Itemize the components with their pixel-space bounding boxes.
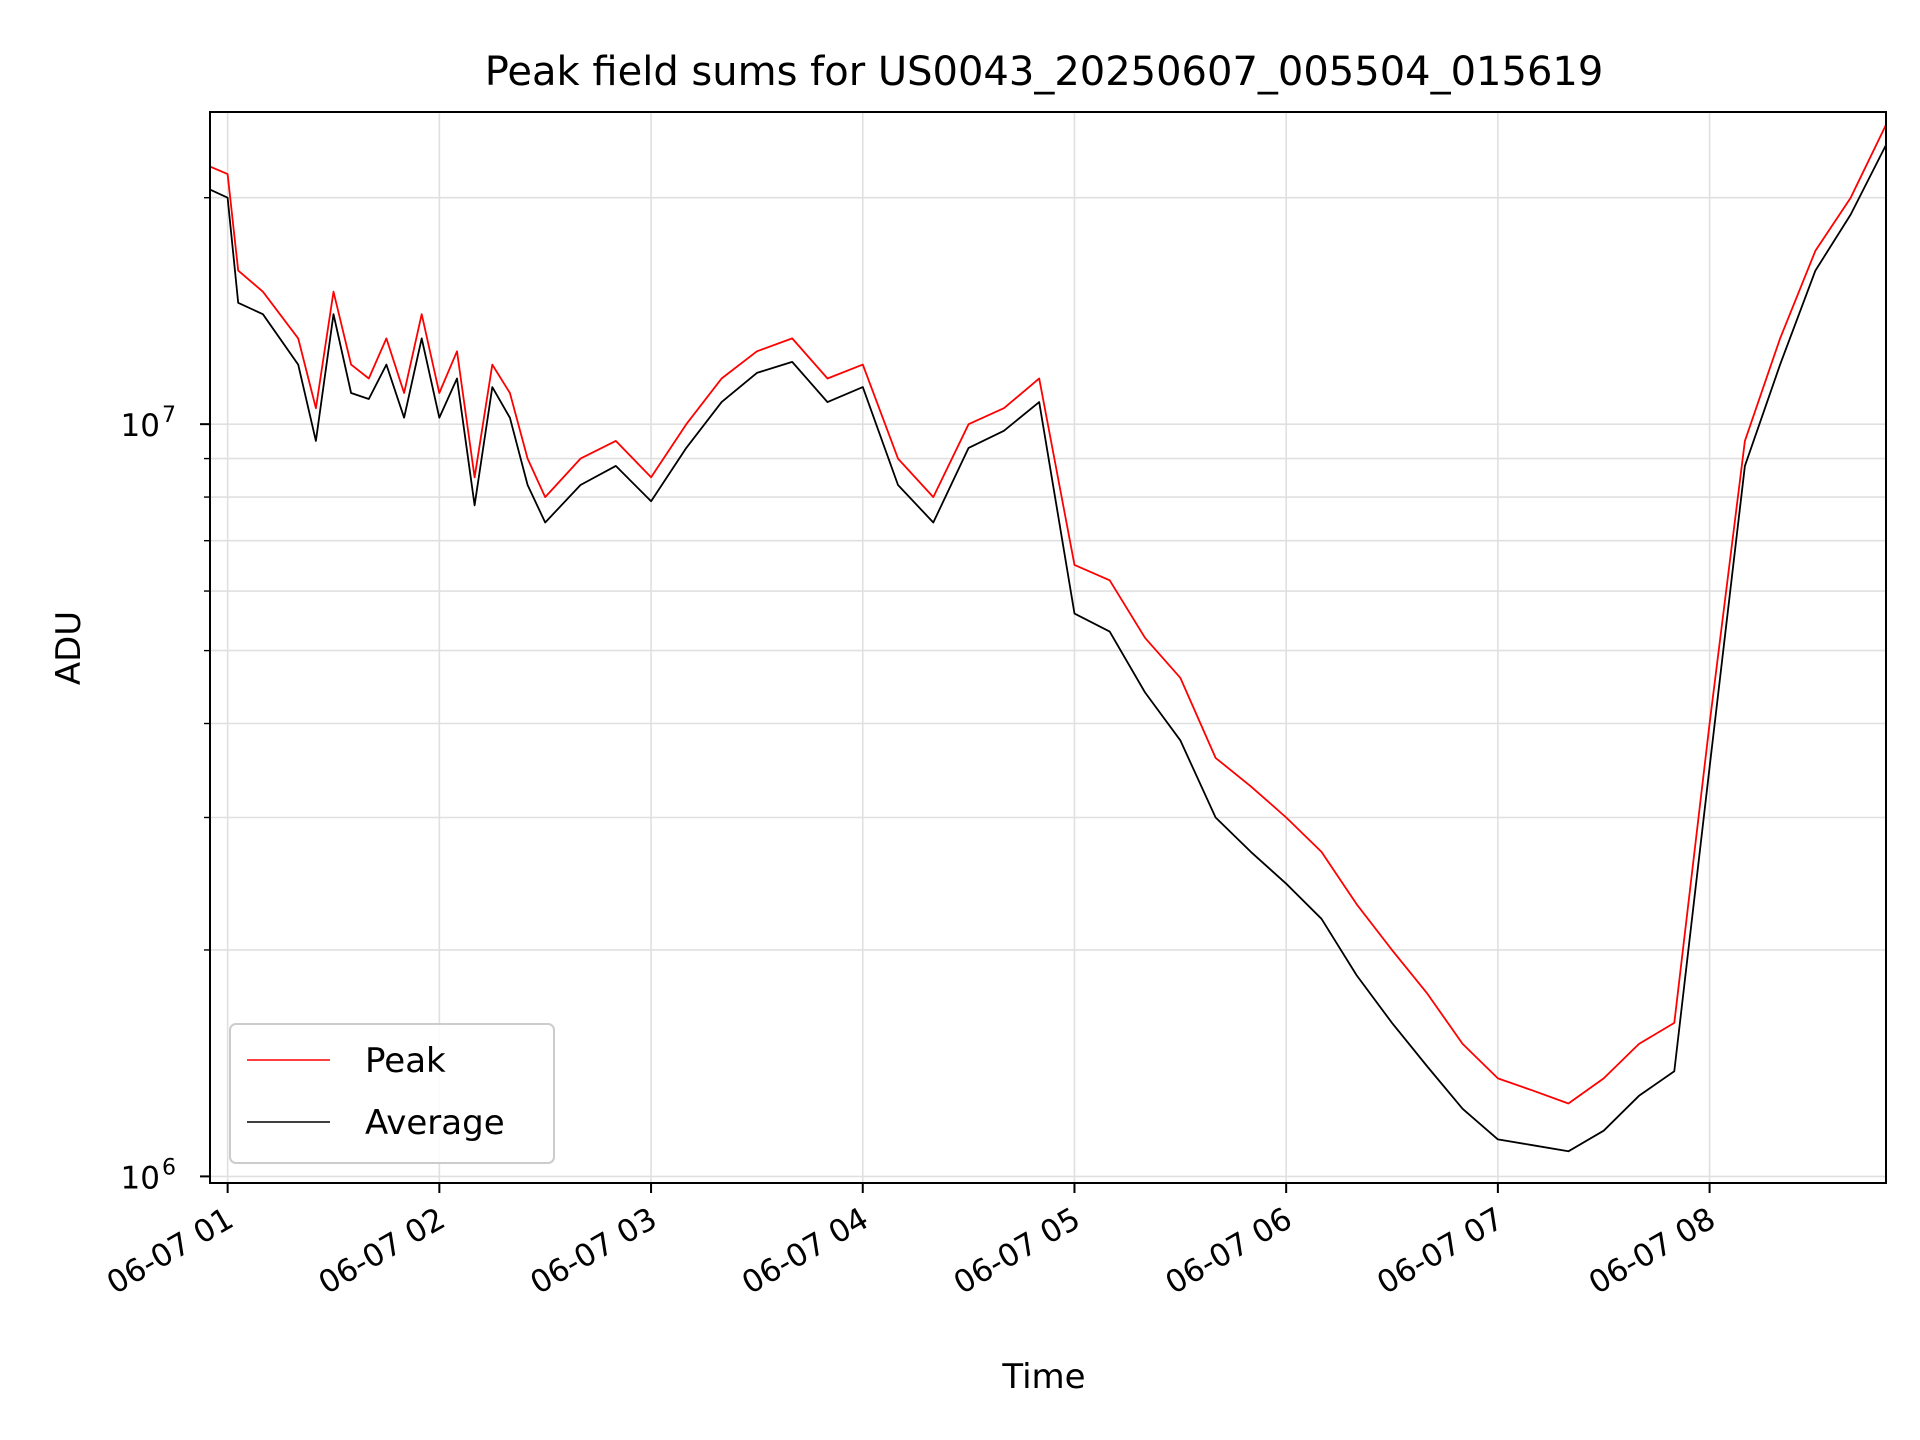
- y-axis-label: ADU: [49, 611, 89, 685]
- x-axis-label: Time: [1001, 1357, 1085, 1397]
- x-tick-label: 06-07 05: [948, 1201, 1087, 1302]
- x-tick-label: 06-07 08: [1583, 1201, 1722, 1302]
- x-tick-label: 06-07 01: [101, 1201, 240, 1302]
- average-series-line: [209, 144, 1887, 1153]
- legend-label-peak: Peak: [365, 1041, 446, 1081]
- legend: Peak Average: [229, 1023, 555, 1164]
- chart-title: Peak field sums for US0043_20250607_0055…: [485, 49, 1604, 95]
- grid-lines: [210, 112, 1886, 1183]
- y-tick-label: 10: [121, 1160, 160, 1196]
- legend-box: [229, 1023, 555, 1164]
- series-layer: [209, 124, 1887, 1153]
- y-tick-exponent: 6: [162, 1155, 176, 1180]
- x-tick-label: 06-07 04: [736, 1201, 875, 1302]
- y-tick-label: 10: [121, 408, 160, 444]
- y-tick-exponent: 7: [162, 403, 176, 428]
- x-tick-label: 06-07 02: [313, 1201, 452, 1302]
- peak-series-line: [209, 124, 1887, 1105]
- plot-frame: [209, 111, 1887, 1184]
- x-tick-label: 06-07 07: [1371, 1201, 1510, 1302]
- x-tick-label: 06-07 06: [1159, 1201, 1298, 1302]
- x-axis: 06-07 01 06-07 02 06-07 03 06-07 04 06-07 05…: [101, 1183, 1722, 1302]
- x-tick-label: 06-07 03: [524, 1201, 663, 1302]
- legend-label-average: Average: [365, 1103, 505, 1143]
